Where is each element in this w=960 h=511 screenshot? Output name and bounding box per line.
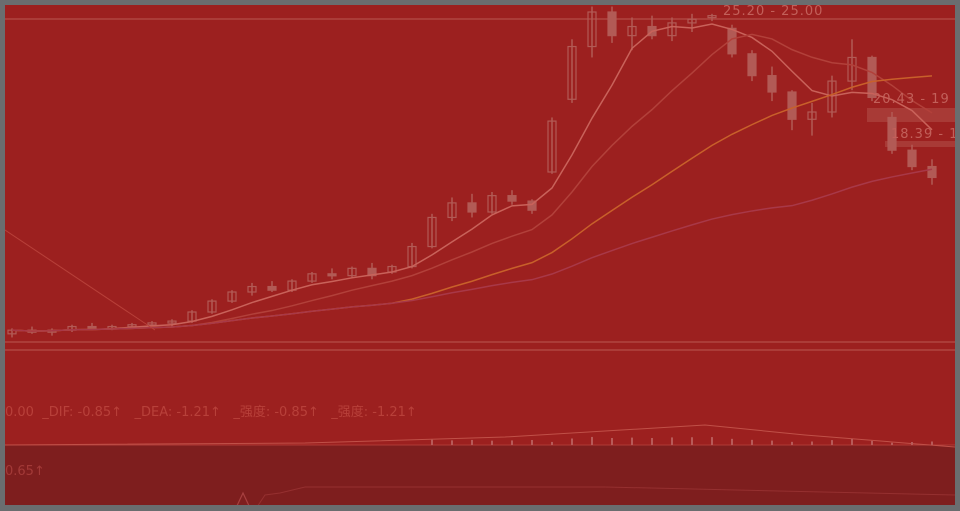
candle bbox=[927, 165, 937, 179]
trend-line bbox=[5, 229, 156, 331]
candle bbox=[567, 45, 577, 100]
macd-strength-2: _强度: -1.21↑ bbox=[331, 405, 417, 420]
candle bbox=[167, 320, 177, 324]
lower-pane-value: 0.65↑ bbox=[5, 464, 45, 479]
candle bbox=[247, 285, 257, 293]
macd-dif: _DIF: -0.85↑ bbox=[42, 405, 123, 420]
candle bbox=[227, 291, 237, 302]
candle bbox=[887, 116, 897, 151]
lower-line bbox=[257, 486, 955, 505]
candle bbox=[327, 273, 337, 277]
candle bbox=[627, 25, 637, 37]
candle bbox=[467, 202, 477, 213]
candle bbox=[527, 200, 537, 211]
candle bbox=[767, 75, 777, 93]
lower-indicator-pane bbox=[5, 445, 955, 505]
candle bbox=[607, 11, 617, 37]
ma-line-5 bbox=[11, 23, 933, 332]
ma-line-10 bbox=[11, 33, 933, 332]
candle bbox=[587, 11, 597, 48]
price-label-low: 18.39 - 1 bbox=[891, 127, 955, 142]
candle bbox=[787, 91, 797, 120]
candle bbox=[507, 195, 517, 202]
dif-line bbox=[5, 424, 955, 448]
candle bbox=[427, 216, 437, 248]
candle bbox=[747, 53, 757, 77]
candlestick-chart bbox=[5, 6, 955, 505]
candle bbox=[267, 285, 277, 291]
candle bbox=[687, 18, 697, 24]
candle bbox=[307, 273, 317, 282]
macd-strength-1: _强度: -0.85↑ bbox=[233, 405, 319, 420]
price-label-high: 25.20 - 25.00 bbox=[723, 5, 824, 19]
macd-dea: _DEA: -1.21↑ bbox=[134, 405, 221, 420]
candle bbox=[87, 325, 97, 330]
candle bbox=[667, 22, 677, 37]
candle bbox=[807, 111, 817, 120]
candle bbox=[147, 322, 157, 326]
candle bbox=[847, 56, 857, 82]
macd-prefix: 0.00 bbox=[5, 405, 34, 420]
candle bbox=[487, 195, 497, 213]
candle bbox=[707, 15, 717, 19]
candle bbox=[447, 202, 457, 219]
candle bbox=[207, 300, 217, 313]
candle bbox=[347, 267, 357, 277]
candle bbox=[907, 149, 917, 168]
price-band bbox=[885, 141, 955, 147]
chart-area[interactable]: 25.20 - 25.00 20.43 - 19 18.39 - 1 0.00 … bbox=[5, 5, 955, 505]
triangle-marker bbox=[236, 491, 250, 505]
ma-line-40 bbox=[11, 168, 933, 332]
candle bbox=[547, 120, 557, 173]
candle bbox=[867, 56, 877, 99]
price-label-mid: 20.43 - 19 bbox=[873, 92, 950, 107]
macd-legend: 0.00 _DIF: -0.85↑ _DEA: -1.21↑ _强度: -0.8… bbox=[5, 401, 417, 420]
